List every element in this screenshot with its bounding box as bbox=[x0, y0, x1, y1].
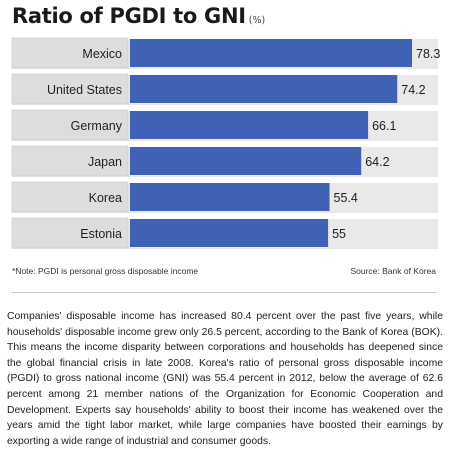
value-label-japan: 64.2 bbox=[365, 155, 389, 169]
value-label-germany: 66.1 bbox=[372, 119, 396, 133]
chart-title: Ratio of PGDI to GNI (%) bbox=[12, 4, 265, 28]
bar-korea bbox=[130, 183, 330, 211]
category-box-korea bbox=[11, 181, 129, 213]
value-label-united-states: 74.2 bbox=[401, 83, 425, 97]
category-label-japan: Japan bbox=[88, 155, 122, 169]
category-box-united-states bbox=[11, 73, 129, 105]
chart-source: Source: Bank of Korea bbox=[350, 266, 436, 276]
value-label-estonia: 55 bbox=[332, 227, 346, 241]
bar-japan bbox=[130, 147, 362, 175]
category-label-mexico: Mexico bbox=[82, 47, 122, 61]
bar-estonia bbox=[130, 219, 329, 247]
bar-mexico bbox=[130, 39, 413, 67]
category-label-united-states: United States bbox=[47, 83, 122, 97]
bar-united-states bbox=[130, 75, 398, 103]
article-body: Companies' disposable income has increas… bbox=[7, 311, 443, 447]
bar-chart: Mexico 78.3 United States 74.2 Germany 66.1 Ja… bbox=[11, 37, 440, 249]
category-box-germany bbox=[11, 109, 129, 141]
divider bbox=[12, 292, 436, 293]
category-box-mexico bbox=[11, 37, 129, 69]
chart-title-unit: (%) bbox=[248, 15, 266, 26]
value-label-korea: 55.4 bbox=[334, 191, 358, 205]
category-label-estonia: Estonia bbox=[80, 227, 122, 241]
category-label-korea: Korea bbox=[89, 191, 122, 205]
category-box-estonia bbox=[11, 217, 129, 249]
value-label-mexico: 78.3 bbox=[416, 47, 440, 61]
category-box-japan bbox=[11, 145, 129, 177]
bar-germany bbox=[130, 111, 369, 139]
category-label-germany: Germany bbox=[71, 119, 123, 133]
chart-title-text: Ratio of PGDI to GNI bbox=[12, 4, 246, 28]
chart-note: *Note: PGDI is personal gross disposable… bbox=[12, 266, 199, 276]
